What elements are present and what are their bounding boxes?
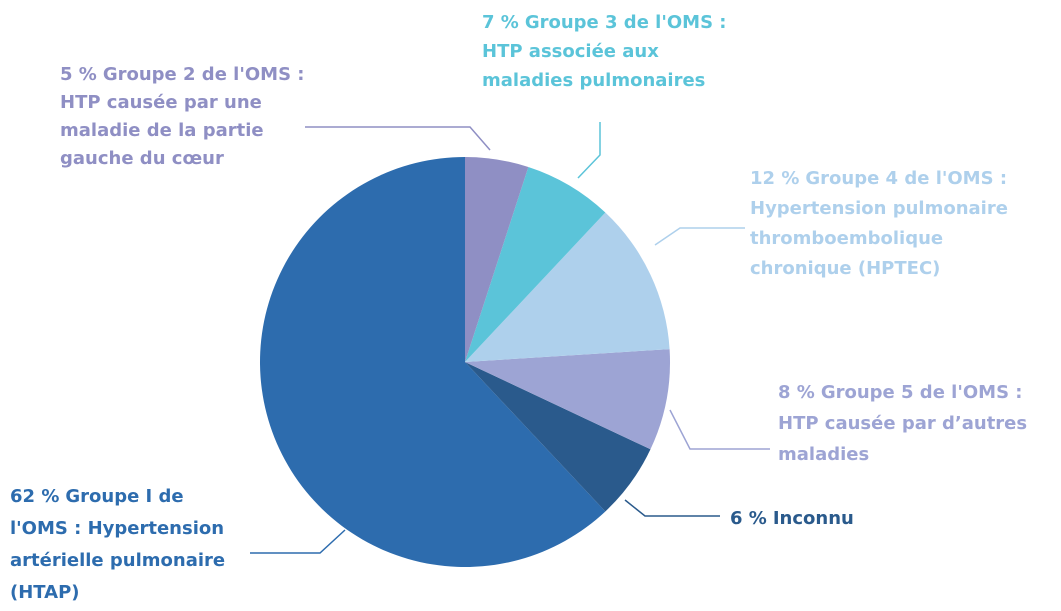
- leader-line: [577, 122, 601, 179]
- value-label: 6 %: [730, 508, 767, 529]
- category-label: Hypertension pulmonaire: [750, 198, 1008, 219]
- leader-line: [624, 499, 720, 517]
- slice-label: 7 % Groupe 3 de l'OMS : HTP associée aux ma…: [482, 12, 727, 91]
- leader-line: [250, 529, 346, 554]
- pie-slice: [465, 157, 529, 362]
- labels: 5 % Groupe 2 de l'OMS : HTP causée par une…: [10, 12, 1027, 603]
- category-label: (HTAP): [10, 582, 80, 603]
- value-label: 12 %: [750, 168, 799, 189]
- category-label: l'OMS : Hypertension: [10, 518, 224, 539]
- category-label: Groupe 5 de l'OMS :: [821, 382, 1023, 403]
- category-label: Groupe 3 de l'OMS :: [525, 12, 727, 33]
- category-label: Groupe 4 de l'OMS :: [805, 168, 1007, 189]
- category-label: maladies pulmonaires: [482, 70, 705, 91]
- category-label: gauche du cœur: [60, 148, 224, 169]
- leader-line: [305, 126, 491, 151]
- category-label: HTP causée par d’autres: [778, 413, 1027, 434]
- category-label: artérielle pulmonaire: [10, 550, 225, 571]
- category-label: HTP causée par une: [60, 92, 262, 113]
- pie-slice: [465, 167, 606, 362]
- leader-line: [654, 227, 745, 246]
- category-label: Groupe I de: [65, 486, 183, 507]
- pie-slice: [465, 212, 670, 362]
- category-label: chronique (HPTEC): [750, 258, 940, 279]
- category-label: Inconnu: [773, 508, 854, 529]
- pie-slice: [465, 349, 670, 450]
- value-label: 8 %: [778, 382, 815, 403]
- slice-label: 62 % Groupe I de l'OMS : Hypertension artér…: [10, 486, 225, 603]
- value-label: 7 %: [482, 12, 519, 33]
- category-label: maladie de la partie: [60, 120, 264, 141]
- slice-label: 6 % Inconnu: [730, 508, 854, 529]
- slice-label: 5 % Groupe 2 de l'OMS : HTP causée par une…: [60, 64, 305, 169]
- pie-slice: [465, 362, 651, 512]
- slice-label: 12 % Groupe 4 de l'OMS : Hypertension pulm…: [750, 168, 1008, 279]
- category-label: Groupe 2 de l'OMS :: [103, 64, 305, 85]
- category-label: thromboembolique: [750, 228, 943, 249]
- leader-line: [669, 409, 770, 450]
- category-label: HTP associée aux: [482, 41, 659, 62]
- pie-slice: [259, 157, 606, 567]
- value-label: 5 %: [60, 64, 97, 85]
- slice-label: 8 % Groupe 5 de l'OMS : HTP causée par d’a…: [778, 382, 1027, 465]
- value-label: 62 %: [10, 486, 59, 507]
- category-label: maladies: [778, 444, 869, 465]
